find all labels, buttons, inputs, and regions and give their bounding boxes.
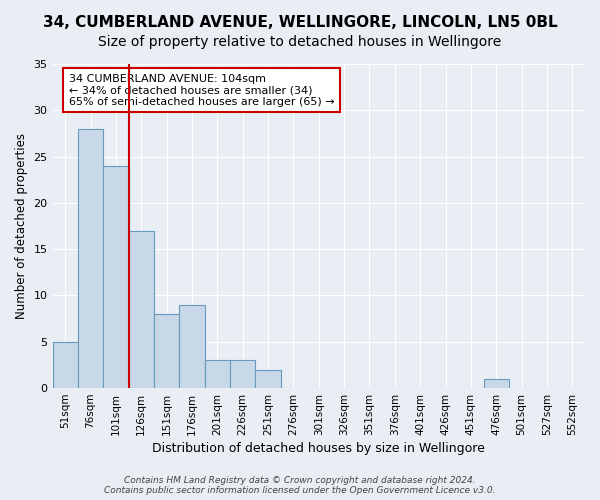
- X-axis label: Distribution of detached houses by size in Wellingore: Distribution of detached houses by size …: [152, 442, 485, 455]
- Bar: [484, 379, 509, 388]
- Text: 34 CUMBERLAND AVENUE: 104sqm
← 34% of detached houses are smaller (34)
65% of se: 34 CUMBERLAND AVENUE: 104sqm ← 34% of de…: [68, 74, 334, 107]
- Bar: [230, 360, 256, 388]
- Text: Contains HM Land Registry data © Crown copyright and database right 2024.
Contai: Contains HM Land Registry data © Crown c…: [104, 476, 496, 495]
- Bar: [128, 230, 154, 388]
- Bar: [154, 314, 179, 388]
- Y-axis label: Number of detached properties: Number of detached properties: [15, 133, 28, 319]
- Text: 34, CUMBERLAND AVENUE, WELLINGORE, LINCOLN, LN5 0BL: 34, CUMBERLAND AVENUE, WELLINGORE, LINCO…: [43, 15, 557, 30]
- Bar: [103, 166, 128, 388]
- Bar: [53, 342, 78, 388]
- Bar: [78, 129, 103, 388]
- Bar: [205, 360, 230, 388]
- Bar: [179, 304, 205, 388]
- Text: Size of property relative to detached houses in Wellingore: Size of property relative to detached ho…: [98, 35, 502, 49]
- Bar: [256, 370, 281, 388]
